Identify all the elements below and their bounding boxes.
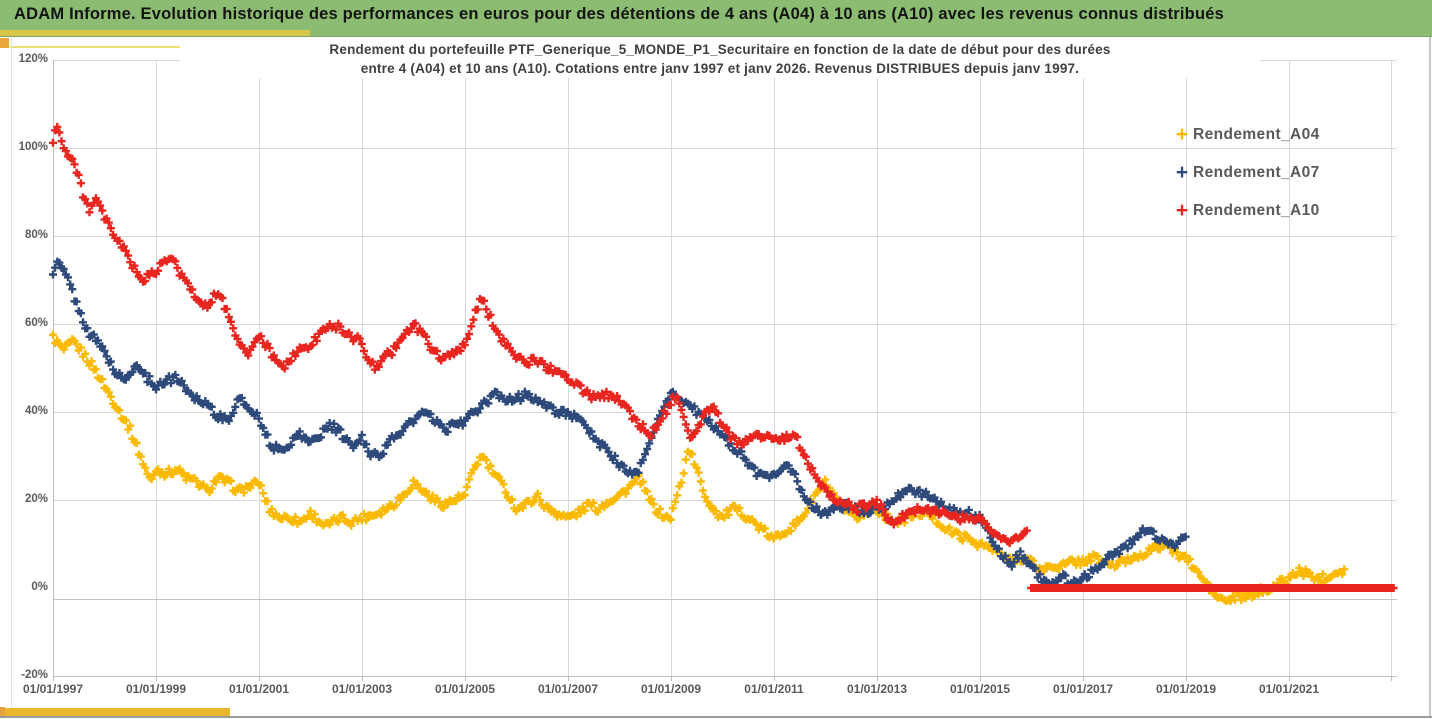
x-tick-label-2013: 01/01/2013 (846, 682, 908, 696)
x-tick-2023 (1391, 676, 1392, 681)
x-tick-2017 (1083, 676, 1084, 681)
x-tick-2021 (1289, 676, 1290, 681)
x-tick-2003 (362, 676, 363, 681)
bottom-gray-line (0, 716, 1432, 718)
x-tick-label-2021: 01/01/2021 (1258, 682, 1320, 696)
x-tick-2009 (671, 676, 672, 681)
x-tick-2007 (568, 676, 569, 681)
x-gridline-2023 (1391, 60, 1392, 676)
y-tick-label-0: 0% (31, 581, 48, 593)
x-gridline-2009 (671, 60, 672, 676)
chart-title-line1: Rendement du portefeuille PTF_Generique_… (329, 42, 1111, 57)
legend: + Rendement_A04 + Rendement_A07 + Rendem… (1172, 123, 1320, 223)
y-tick-label-40: 40% (24, 405, 48, 417)
x-tick-1999 (156, 676, 157, 681)
legend-item-a04[interactable]: + Rendement_A04 (1172, 123, 1320, 147)
plus-marker-icon-a10: + (1175, 199, 1189, 222)
category-axis-line (53, 599, 1397, 600)
chart-title: Rendement du portefeuille PTF_Generique_… (180, 40, 1260, 78)
bottom-orange-square (0, 707, 5, 716)
legend-item-a07[interactable]: + Rendement_A07 (1172, 161, 1320, 185)
x-tick-2013 (877, 676, 878, 681)
header-gold-underline (0, 30, 310, 36)
legend-label-a07: Rendement_A07 (1193, 164, 1320, 181)
x-gridline-2007 (568, 60, 569, 676)
y-tick-label-60: 60% (24, 317, 48, 329)
x-gridline-2001 (259, 60, 260, 676)
x-gridline-2005 (465, 60, 466, 676)
y-gridline-60 (53, 324, 1397, 325)
y-tick-label-80: 80% (24, 229, 48, 241)
x-tick-label-2007: 01/01/2007 (537, 682, 599, 696)
y-gridline--20 (53, 676, 1397, 677)
x-gridline-2013 (877, 60, 878, 676)
x-tick-2011 (774, 676, 775, 681)
x-tick-label-2015: 01/01/2015 (949, 682, 1011, 696)
y-gridline-40 (53, 412, 1397, 413)
chart-right-border (1429, 37, 1431, 716)
x-gridline-2017 (1083, 60, 1084, 676)
x-gridline-2015 (980, 60, 981, 676)
x-gridline-2011 (774, 60, 775, 676)
y-tick-label-20: 20% (24, 493, 48, 505)
x-tick-label-1999: 01/01/1999 (125, 682, 187, 696)
x-tick-label-2011: 01/01/2011 (744, 682, 804, 696)
x-tick-label-2017: 01/01/2017 (1052, 682, 1114, 696)
x-tick-2001 (259, 676, 260, 681)
x-tick-2019 (1186, 676, 1187, 681)
chart-title-line2: entre 4 (A04) et 10 ans (A10). Cotations… (360, 61, 1080, 76)
x-tick-label-1997: 01/01/1997 (22, 682, 84, 696)
plus-marker-icon-a07: + (1175, 161, 1189, 184)
y-axis-line (53, 60, 54, 676)
legend-label-a04: Rendement_A04 (1193, 126, 1320, 143)
y-tick-label-120: 120% (18, 53, 48, 65)
x-tick-2005 (465, 676, 466, 681)
y-gridline-20 (53, 500, 1397, 501)
x-tick-2015 (980, 676, 981, 681)
x-gridline-2003 (362, 60, 363, 676)
x-tick-label-2009: 01/01/2009 (640, 682, 702, 696)
x-tick-1997 (53, 676, 54, 681)
x-tick-label-2005: 01/01/2005 (434, 682, 496, 696)
legend-item-a10[interactable]: + Rendement_A10 (1172, 199, 1320, 223)
y-tick-label--20: -20% (21, 669, 48, 681)
chart-left-border (11, 38, 12, 716)
header-title: ADAM Informe. Evolution historique des p… (14, 5, 1224, 23)
x-tick-label-2001: 01/01/2001 (228, 682, 290, 696)
y-gridline-80 (53, 236, 1397, 237)
plus-marker-icon-a04: + (1175, 123, 1189, 146)
x-tick-label-2019: 01/01/2019 (1155, 682, 1217, 696)
bottom-gold-bar (5, 708, 230, 716)
corner-orange-square (0, 38, 9, 48)
legend-label-a10: Rendement_A10 (1193, 202, 1320, 219)
x-tick-label-2003: 01/01/2003 (331, 682, 393, 696)
y-tick-label-100: 100% (18, 141, 48, 153)
x-gridline-1999 (156, 60, 157, 676)
